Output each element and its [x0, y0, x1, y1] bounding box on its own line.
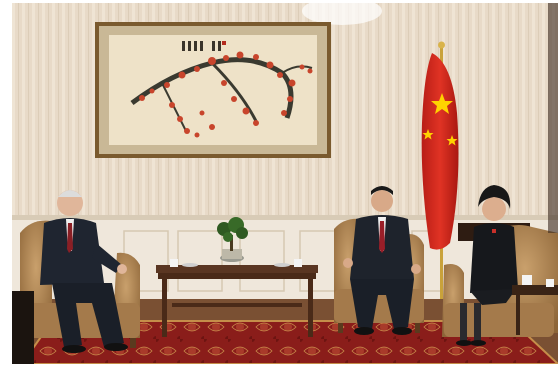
chandelier-glow — [302, 3, 382, 25]
man-left — [40, 190, 128, 353]
coffee-table — [156, 259, 318, 337]
end-table — [512, 285, 558, 295]
photo-scene — [12, 3, 558, 364]
teacup — [522, 275, 532, 285]
plum-blossom-painting — [95, 22, 331, 158]
foreground-shadow — [12, 291, 34, 364]
flag-star — [431, 93, 453, 114]
bonsai-plant — [217, 217, 248, 262]
woman-right — [456, 185, 518, 346]
photo — [12, 3, 558, 364]
man-middle — [343, 186, 421, 335]
red-carpet — [22, 321, 558, 364]
